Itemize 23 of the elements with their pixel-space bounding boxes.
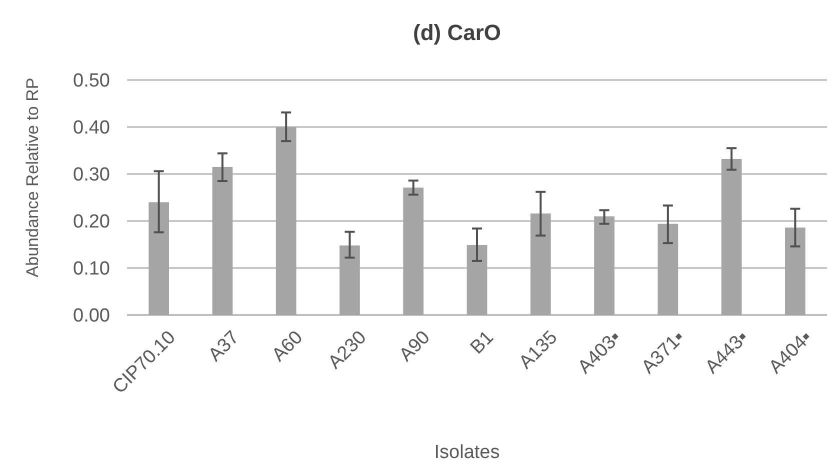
- bar: [212, 166, 233, 315]
- y-tick-label: 0.10: [73, 258, 110, 280]
- bar: [658, 224, 678, 315]
- bar: [466, 244, 488, 315]
- y-axis-title: Abundance Relative to RP: [23, 78, 42, 278]
- x-tick-label: B1: [466, 327, 498, 358]
- chart-title: (d) CarO: [413, 20, 501, 45]
- bar: [340, 245, 360, 315]
- bar: [785, 228, 806, 315]
- y-tick-label: 0.50: [73, 70, 110, 92]
- y-tick-label: 0.40: [73, 118, 110, 139]
- bar: [530, 213, 551, 315]
- bar: [594, 216, 614, 315]
- x-tick-label: A90: [396, 327, 434, 366]
- bar: [276, 127, 296, 315]
- y-tick-label: 0.30: [73, 164, 110, 186]
- bar: [721, 158, 742, 315]
- x-axis-title: Isolates: [434, 442, 500, 463]
- bar: [148, 202, 169, 315]
- bar: [403, 188, 424, 315]
- y-tick-label: 0.00: [73, 306, 110, 327]
- x-tick-label: A60: [268, 327, 308, 366]
- y-tick-label: 0.20: [73, 212, 110, 233]
